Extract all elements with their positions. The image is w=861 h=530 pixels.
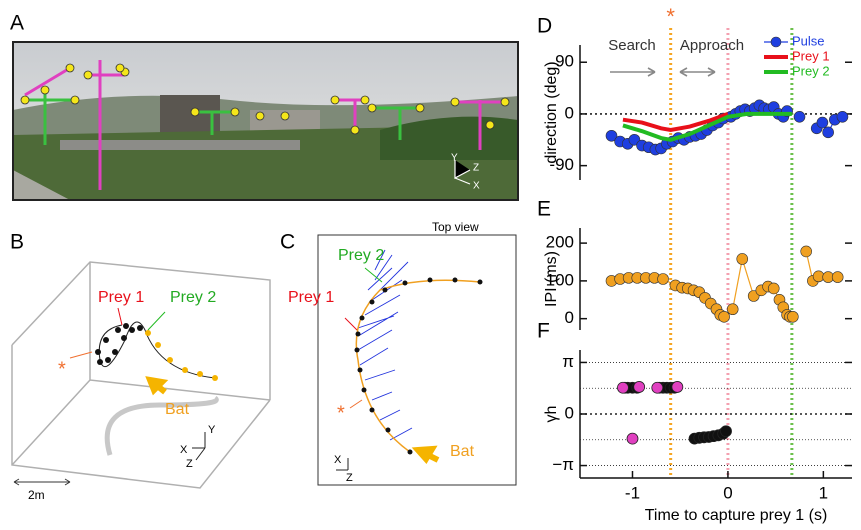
axis-label: X <box>473 181 480 192</box>
marker <box>633 381 646 393</box>
y-tick-label: -90 <box>549 155 574 174</box>
leader <box>69 351 93 359</box>
marker <box>767 282 780 295</box>
leader <box>349 399 363 409</box>
marker <box>736 253 749 265</box>
label: Top view <box>432 220 479 234</box>
y-axis-label: γh <box>543 406 560 423</box>
marker <box>836 111 849 123</box>
x-tick-label: -1 <box>625 483 640 502</box>
label: Prey 1 <box>98 289 144 306</box>
marker <box>671 381 684 393</box>
axis-label: Z <box>186 458 193 470</box>
photo <box>12 41 519 201</box>
marker <box>657 273 669 285</box>
arrow <box>145 376 169 396</box>
series-line <box>622 111 792 142</box>
legend-label: Pulse <box>792 33 825 48</box>
arrows <box>357 249 413 441</box>
label: Bat <box>165 401 190 418</box>
axis-label: X <box>180 444 188 456</box>
marker <box>617 381 629 394</box>
panel-label: B <box>10 231 24 254</box>
axes-glyph <box>336 458 349 471</box>
scale-bar <box>13 478 71 486</box>
marker <box>787 310 799 323</box>
marker <box>793 111 806 123</box>
arrow <box>411 445 440 465</box>
leader <box>364 267 383 283</box>
marker <box>816 116 829 129</box>
marker <box>720 425 732 438</box>
y-axis-label: direction (deg) <box>543 61 560 163</box>
leader <box>117 307 123 326</box>
trajectory-points <box>354 277 483 455</box>
label: Prey 2 <box>170 289 216 306</box>
panel-label: D <box>537 15 552 38</box>
marker <box>831 271 844 283</box>
y-tick-label: −π <box>552 455 574 474</box>
x-tick-label: 0 <box>723 483 732 502</box>
marker <box>626 432 639 445</box>
label: Prey 1 <box>288 289 334 306</box>
trajectory <box>355 279 481 453</box>
panel-label: F <box>537 320 550 343</box>
marker <box>800 245 812 258</box>
marker <box>718 310 730 323</box>
box-3d <box>11 261 271 489</box>
legend-marker <box>770 36 782 48</box>
y-tick-label: 90 <box>555 52 574 71</box>
marker <box>726 303 739 316</box>
marker <box>822 126 834 139</box>
y-tick-label: π <box>562 352 574 371</box>
marker <box>605 129 618 142</box>
x-tick-label: 1 <box>819 483 828 502</box>
panel-label: A <box>10 12 24 35</box>
leader <box>147 311 166 331</box>
y-tick-label: 0 <box>565 308 574 327</box>
annotation: * <box>666 4 675 29</box>
asterisk: * <box>337 402 345 424</box>
axis-label: Y <box>451 153 458 164</box>
trajectory-points <box>145 330 218 381</box>
x-axis-label: Time to capture prey 1 (s) <box>645 507 828 524</box>
axes-glyph <box>192 432 206 461</box>
panel-label: C <box>280 231 295 254</box>
y-axis-label: IPI (ms) <box>543 251 560 307</box>
axis-label: Y <box>208 424 216 436</box>
annotation: Approach <box>680 37 744 54</box>
y-tick-label: 100 <box>546 270 574 289</box>
trajectory-points <box>95 323 143 365</box>
frame <box>317 234 517 486</box>
axis-label: Z <box>346 472 353 484</box>
label: Bat <box>450 443 475 460</box>
phase-arrows <box>610 67 716 77</box>
axis-label: X <box>334 454 342 466</box>
legend-label: Prey 2 <box>792 63 830 78</box>
y-tick-label: 0 <box>565 403 574 422</box>
scale-label: 2m <box>28 488 45 502</box>
y-tick-label: 0 <box>565 103 574 122</box>
label: Prey 2 <box>338 247 384 264</box>
annotation: Search <box>608 37 656 54</box>
panel-label: E <box>537 198 551 221</box>
asterisk: * <box>58 358 66 380</box>
axis-label: Z <box>473 163 479 174</box>
legend-label: Prey 1 <box>792 48 830 63</box>
series-line <box>622 112 729 133</box>
marker <box>651 381 664 394</box>
leader <box>344 317 358 331</box>
y-tick-label: 200 <box>546 233 574 252</box>
